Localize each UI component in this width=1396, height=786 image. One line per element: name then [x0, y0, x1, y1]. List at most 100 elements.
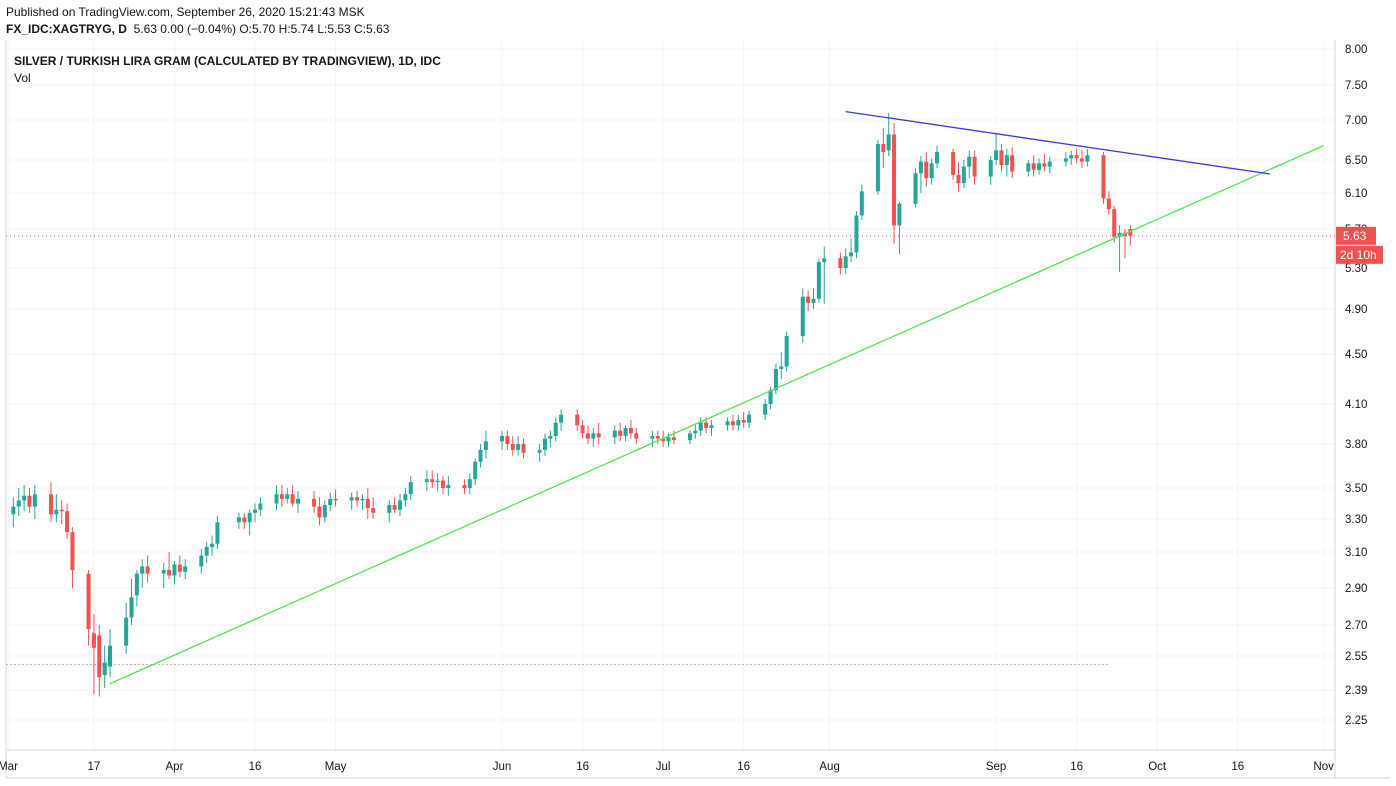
candle-body[interactable]	[849, 252, 854, 257]
candle-body[interactable]	[500, 436, 505, 442]
candle-body[interactable]	[913, 173, 918, 204]
candle-body[interactable]	[806, 296, 811, 303]
candle-body[interactable]	[435, 480, 440, 483]
candle-body[interactable]	[768, 390, 773, 404]
candle-body[interactable]	[48, 494, 53, 515]
candle-body[interactable]	[935, 152, 940, 164]
candle-body[interactable]	[854, 215, 859, 253]
candle-body[interactable]	[543, 438, 547, 450]
candle-body[interactable]	[215, 522, 220, 544]
candle-body[interactable]	[70, 532, 75, 570]
candle-body[interactable]	[317, 506, 322, 518]
candle-body[interactable]	[1106, 198, 1111, 210]
candle-body[interactable]	[65, 511, 70, 533]
candle-body[interactable]	[86, 573, 91, 630]
candle-body[interactable]	[661, 438, 666, 442]
candle-body[interactable]	[822, 258, 827, 263]
candle-body[interactable]	[505, 436, 510, 444]
candle-body[interactable]	[1063, 158, 1068, 162]
candle-body[interactable]	[483, 441, 488, 450]
candle-body[interactable]	[236, 517, 241, 523]
candle-body[interactable]	[177, 564, 182, 572]
candle-body[interactable]	[333, 498, 338, 501]
candle-body[interactable]	[199, 555, 204, 567]
candle-body[interactable]	[408, 482, 413, 495]
candle-body[interactable]	[403, 494, 408, 501]
candle-body[interactable]	[1069, 155, 1074, 159]
candle-body[interactable]	[999, 150, 1004, 165]
candle-body[interactable]	[816, 262, 821, 299]
candle-body[interactable]	[747, 414, 752, 423]
candle-body[interactable]	[145, 566, 150, 574]
candle-body[interactable]	[784, 336, 789, 367]
candle-body[interactable]	[693, 430, 698, 434]
candle-body[interactable]	[1047, 161, 1052, 167]
candle-body[interactable]	[553, 422, 558, 436]
candle-body[interactable]	[279, 494, 284, 499]
candle-body[interactable]	[285, 494, 290, 499]
candle-body[interactable]	[843, 256, 848, 268]
candle-body[interactable]	[623, 428, 628, 436]
candle-body[interactable]	[655, 436, 660, 439]
candle-body[interactable]	[371, 508, 376, 513]
candle-body[interactable]	[473, 461, 478, 480]
candle-body[interactable]	[1074, 155, 1079, 159]
candle-body[interactable]	[811, 298, 816, 303]
candle-body[interactable]	[1026, 163, 1031, 172]
candle-body[interactable]	[97, 635, 102, 678]
candle-body[interactable]	[580, 425, 585, 434]
candle-body[interactable]	[322, 505, 327, 518]
candle-body[interactable]	[521, 444, 526, 453]
candle-body[interactable]	[1085, 155, 1090, 162]
candle-body[interactable]	[312, 498, 317, 507]
candle-body[interactable]	[634, 433, 639, 439]
candle-body[interactable]	[328, 498, 333, 506]
candle-body[interactable]	[1004, 155, 1009, 165]
candle-body[interactable]	[956, 174, 961, 184]
candle-body[interactable]	[102, 662, 107, 676]
candle-body[interactable]	[510, 444, 515, 450]
candle-body[interactable]	[134, 573, 139, 596]
candle-body[interactable]	[274, 494, 279, 504]
candle-body[interactable]	[666, 437, 671, 442]
candle-body[interactable]	[204, 547, 209, 556]
candle-body[interactable]	[881, 144, 886, 152]
candle-body[interactable]	[897, 203, 902, 226]
candle-body[interactable]	[516, 444, 521, 450]
candle-body[interactable]	[22, 495, 27, 501]
candle-body[interactable]	[918, 161, 923, 174]
candle-body[interactable]	[129, 597, 134, 618]
candle-body[interactable]	[440, 480, 445, 488]
candle-body[interactable]	[951, 152, 956, 175]
candle-body[interactable]	[424, 479, 429, 483]
trendline-support[interactable]	[109, 145, 1324, 685]
candle-body[interactable]	[27, 495, 32, 507]
candle-body[interactable]	[16, 500, 21, 507]
candle-body[interactable]	[295, 498, 300, 504]
candle-body[interactable]	[258, 503, 263, 510]
candle-body[interactable]	[1128, 229, 1133, 236]
candle-body[interactable]	[172, 564, 177, 576]
candle-body[interactable]	[253, 509, 258, 513]
candle-body[interactable]	[124, 617, 129, 646]
candle-body[interactable]	[591, 433, 596, 439]
candle-body[interactable]	[838, 258, 843, 268]
candle-body[interactable]	[763, 404, 768, 415]
candle-body[interactable]	[398, 500, 403, 510]
candle-body[interactable]	[967, 156, 972, 167]
candle-body[interactable]	[54, 509, 59, 515]
candle-body[interactable]	[709, 425, 714, 428]
candle-body[interactable]	[210, 543, 215, 548]
candle-body[interactable]	[924, 161, 929, 179]
candle-body[interactable]	[11, 506, 16, 515]
candle-body[interactable]	[698, 422, 703, 431]
candle-body[interactable]	[548, 436, 553, 439]
candle-body[interactable]	[242, 517, 247, 523]
candle-body[interactable]	[725, 421, 730, 426]
candle-body[interactable]	[1117, 232, 1122, 237]
candle-body[interactable]	[467, 479, 472, 488]
candle-body[interactable]	[704, 422, 709, 428]
candle-body[interactable]	[800, 296, 805, 336]
candle-body[interactable]	[360, 498, 365, 501]
candle-body[interactable]	[91, 633, 96, 648]
